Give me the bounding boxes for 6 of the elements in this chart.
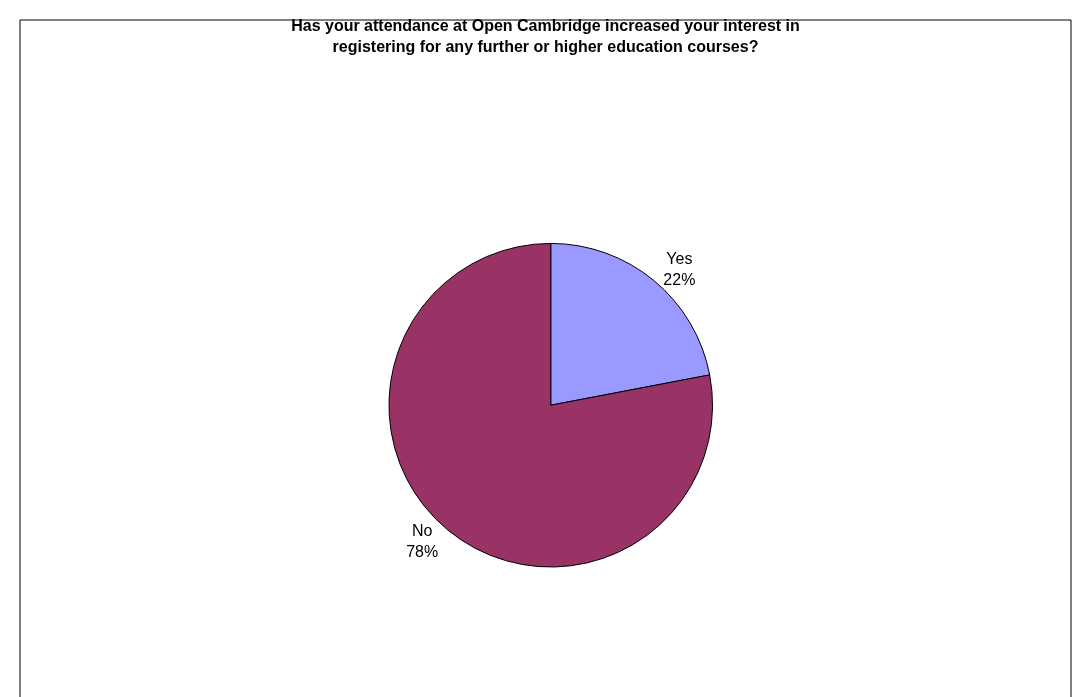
slice-label: Yes — [666, 250, 693, 268]
pie-slice — [388, 242, 713, 568]
slice-label: No — [411, 522, 433, 540]
chart-title: Has your attendance at Open Cambridge increased your interest in registering for any further or higher education courses? — [291, 17, 800, 56]
data-label: 78% — [406, 543, 439, 561]
data-label: 22% — [663, 271, 696, 289]
